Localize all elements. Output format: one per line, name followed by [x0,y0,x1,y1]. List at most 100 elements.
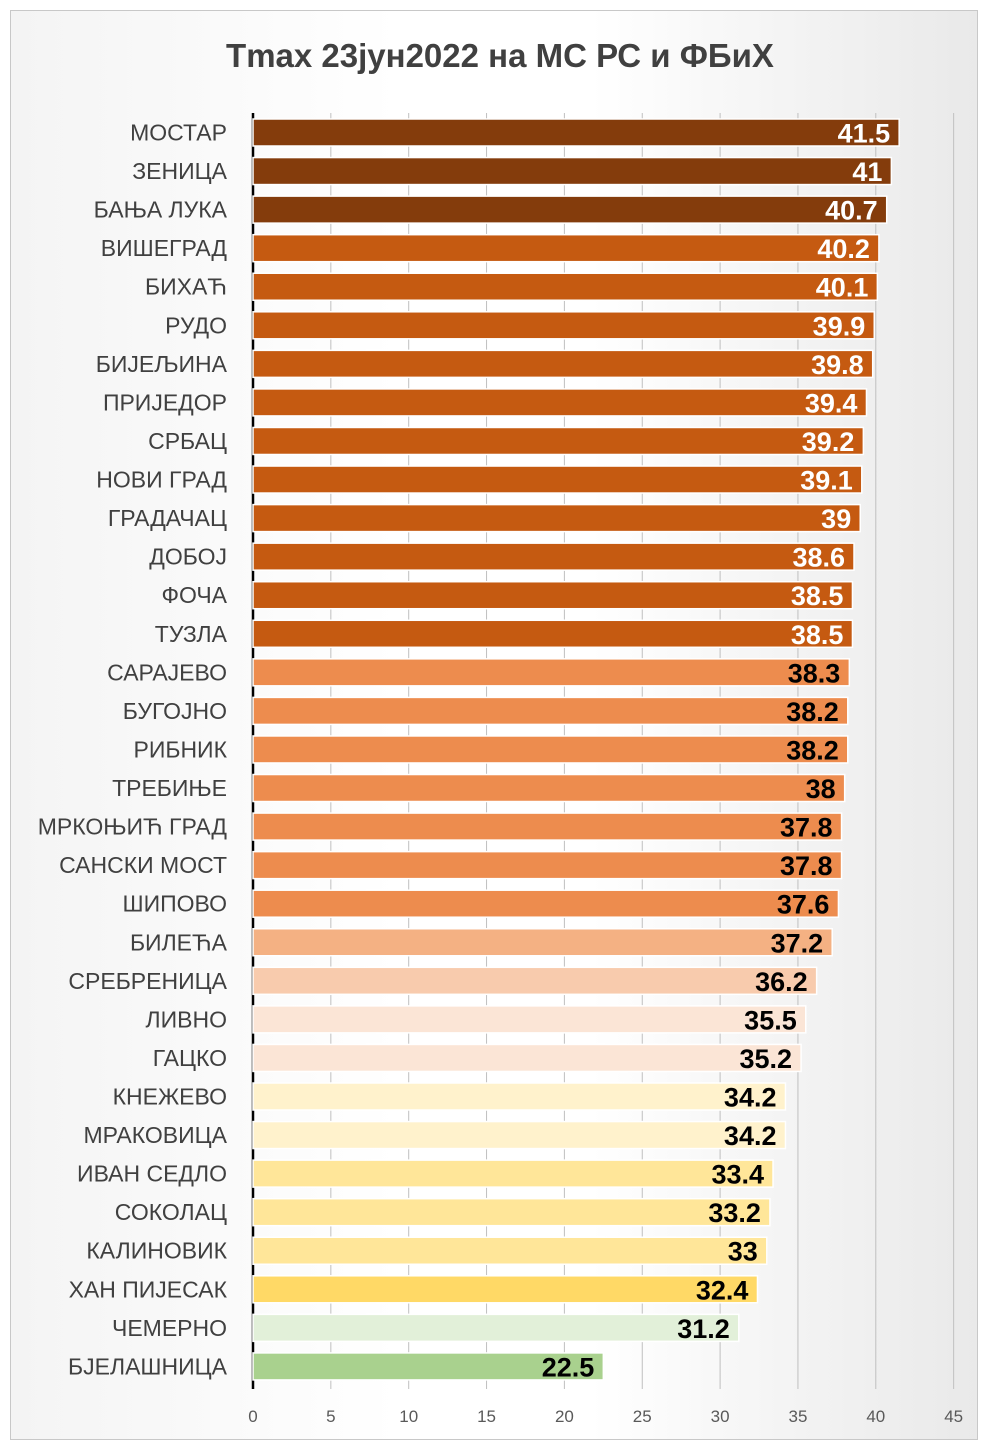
bar [252,696,849,726]
data-label: 38.6 [792,543,845,573]
data-label: 38 [806,774,836,804]
bar [252,619,854,649]
category-label: ВИШЕГРАД [101,235,228,261]
data-label: 40.7 [825,196,878,226]
category-label: ИВАН СЕДЛО [77,1161,227,1187]
data-label: 34.2 [724,1121,777,1151]
bar [252,966,818,996]
x-axis-ticks: 0 5 10 15 20 25 30 35 40 45 [248,1407,963,1426]
category-label: МРАКОВИЦА [83,1122,227,1148]
bar [252,1352,605,1381]
category-label: БЈЕЛАШНИЦА [68,1353,228,1379]
bar [252,735,849,764]
x-tick-label: 5 [326,1407,335,1426]
x-tick-label: 40 [866,1407,885,1426]
bar [252,658,851,687]
data-label: 39 [821,504,851,534]
data-label: 37.6 [777,890,830,920]
category-label: ФОЧА [161,582,227,608]
chart-frame: Tmax 23јун2022 на МС РС и ФБиХ МОСТАР ЗЕН… [10,10,978,1440]
category-label: НОВИ ГРАД [96,467,227,493]
bar [252,1120,787,1150]
data-label: 41.5 [838,119,891,149]
data-label: 40.1 [816,273,869,303]
category-label: КНЕЖЕВО [113,1084,227,1110]
x-tick-label: 30 [711,1407,730,1426]
data-label: 31.2 [677,1314,730,1344]
x-tick-label: 25 [633,1407,652,1426]
bar [252,773,846,803]
category-label: СРЕБРЕНИЦА [68,968,227,994]
data-label: 32.4 [696,1275,749,1305]
bar [252,580,854,610]
category-label: БИЈЕЉИНА [96,351,228,377]
bar [252,542,855,571]
bar [252,1043,802,1073]
category-label: БУГОЈНО [123,698,227,724]
x-tick-label: 10 [399,1407,418,1426]
bar [252,850,843,880]
data-label: 35.2 [740,1044,793,1074]
data-label: 37.2 [771,928,824,958]
category-label: ГАЦКО [153,1045,227,1071]
bar [252,1275,759,1304]
category-label: САРАЈЕВО [107,659,227,685]
data-label: 39.1 [800,466,853,496]
data-label: 38.5 [791,620,844,650]
bar [252,272,879,301]
chart-title: Tmax 23јун2022 на МС РС и ФБиХ [226,37,774,74]
category-label: СОКОЛАЦ [115,1199,227,1225]
bar [252,1082,787,1111]
data-label: 39.2 [802,427,855,457]
category-label: САНСКИ МОСТ [59,852,227,878]
category-label: ЛИВНО [146,1006,227,1032]
bars [252,118,900,1381]
category-label: ЗЕНИЦА [132,158,227,184]
bar [252,426,865,456]
bar [252,388,868,417]
category-label: ЧЕМЕРНО [112,1315,227,1341]
bar [252,156,893,186]
category-label: КАЛИНОВИК [86,1238,227,1264]
category-label: БИХАЋ [145,274,227,300]
data-label: 41 [852,157,882,187]
data-label: 38.5 [791,581,844,611]
bar [252,503,861,533]
bar [252,1197,771,1227]
bar [252,1313,740,1343]
bar [252,465,863,494]
x-tick-label: 15 [477,1407,496,1426]
category-label: ТУЗЛА [155,621,228,647]
category-label: РУДО [165,312,227,338]
data-label: 39.9 [813,311,866,341]
data-label: 39.4 [805,388,858,418]
x-tick-label: 35 [788,1407,807,1426]
bar [252,118,900,147]
category-label: БАЊА ЛУКА [94,197,228,223]
data-label: 38.2 [786,697,839,727]
x-tick-label: 0 [248,1407,257,1426]
bar [252,1005,807,1034]
data-label: 33.2 [708,1198,761,1228]
bar-chart: Tmax 23јун2022 на МС РС и ФБиХ МОСТАР ЗЕН… [38,37,963,1426]
category-label: ГРАДАЧАЦ [108,505,227,531]
data-label: 33.4 [711,1160,764,1190]
bar [252,928,833,957]
category-label: БИЛЕЋА [130,929,228,955]
bar [252,1159,774,1188]
category-label: ТРЕБИЊЕ [112,775,227,801]
bar [252,1236,768,1265]
data-label: 37.8 [780,851,833,881]
data-label: 40.2 [817,234,870,264]
data-label: 39.8 [811,350,864,380]
category-labels: МОСТАР ЗЕНИЦА БАЊА ЛУКА ВИШЕГРАД БИХАЋ РУДО БИ… [38,120,228,1380]
data-label: 33 [728,1237,758,1267]
value-labels: 41.5 41 40.7 40.2 40.1 39.9 39.8 39.4 39.2 39.1 39… [542,119,890,1383]
data-label: 38.3 [788,658,841,688]
bar [252,233,880,263]
category-label: МОСТАР [130,120,227,146]
category-label: ШИПОВО [123,891,228,917]
x-tick-label: 45 [944,1407,963,1426]
bar [252,889,840,918]
category-label: ДОБОЈ [149,544,227,570]
